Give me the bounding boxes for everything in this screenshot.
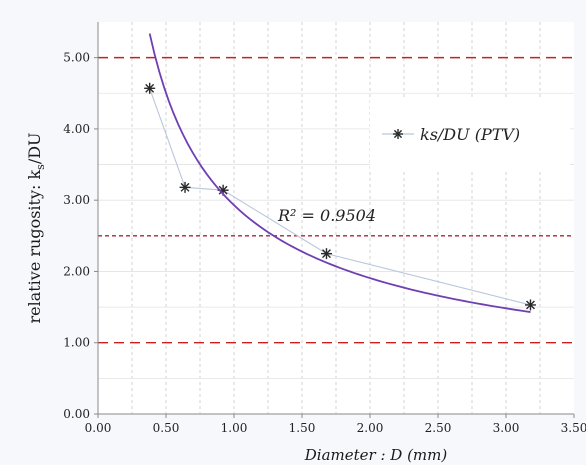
x-axis-title: Diameter : D (mm) [304,446,448,464]
x-tick-label: 3.00 [493,421,520,435]
data-series [144,82,536,311]
trendline-layer [148,33,531,313]
data-point [179,181,191,193]
gridlines [98,22,574,414]
y-axis-title-tail: /DU [25,132,44,164]
data-point [144,82,156,94]
reference-lines [98,56,574,344]
y-tick-label: 2.00 [63,264,90,278]
data-point [320,248,332,260]
x-tick-label: 1.00 [221,421,248,435]
x-tick-label: 1.50 [289,421,316,435]
r-squared-annotation: R² = 0.9504 [277,206,376,225]
y-tick-label: 1.00 [63,336,90,350]
x-tick-label: 0.00 [85,421,112,435]
trendline-curve [148,33,531,313]
x-tick-label: 3.50 [561,421,586,435]
x-tick-label: 0.50 [153,421,180,435]
y-tick-label: 3.00 [63,193,90,207]
legend-entry-ks-du-ptv: ks/DU (PTV) [420,125,520,144]
legend-marker [393,129,403,139]
y-axis-title-main: relative rugosity: k [25,170,44,324]
legend-box [370,100,570,170]
chart-text: Diameter : D (mm) relative rugosity: ks/… [25,132,447,464]
y-axis-title: relative rugosity: ks/DU [25,132,47,323]
x-tick-label: 2.00 [357,421,384,435]
y-tick-label: 5.00 [63,51,90,65]
legend: ks/DU (PTV) [370,100,570,170]
x-tick-label: 2.50 [425,421,452,435]
axes: 0.00 0.50 1.00 1.50 2.00 2.50 3.00 3.50 0.00 1.00… [63,22,586,435]
y-axis-title-subscript: s [34,164,47,170]
legend-marker-icon [393,129,403,139]
y-tick-label: 4.00 [63,122,90,136]
y-tick-label: 0.00 [63,407,90,421]
data-point [524,299,536,311]
